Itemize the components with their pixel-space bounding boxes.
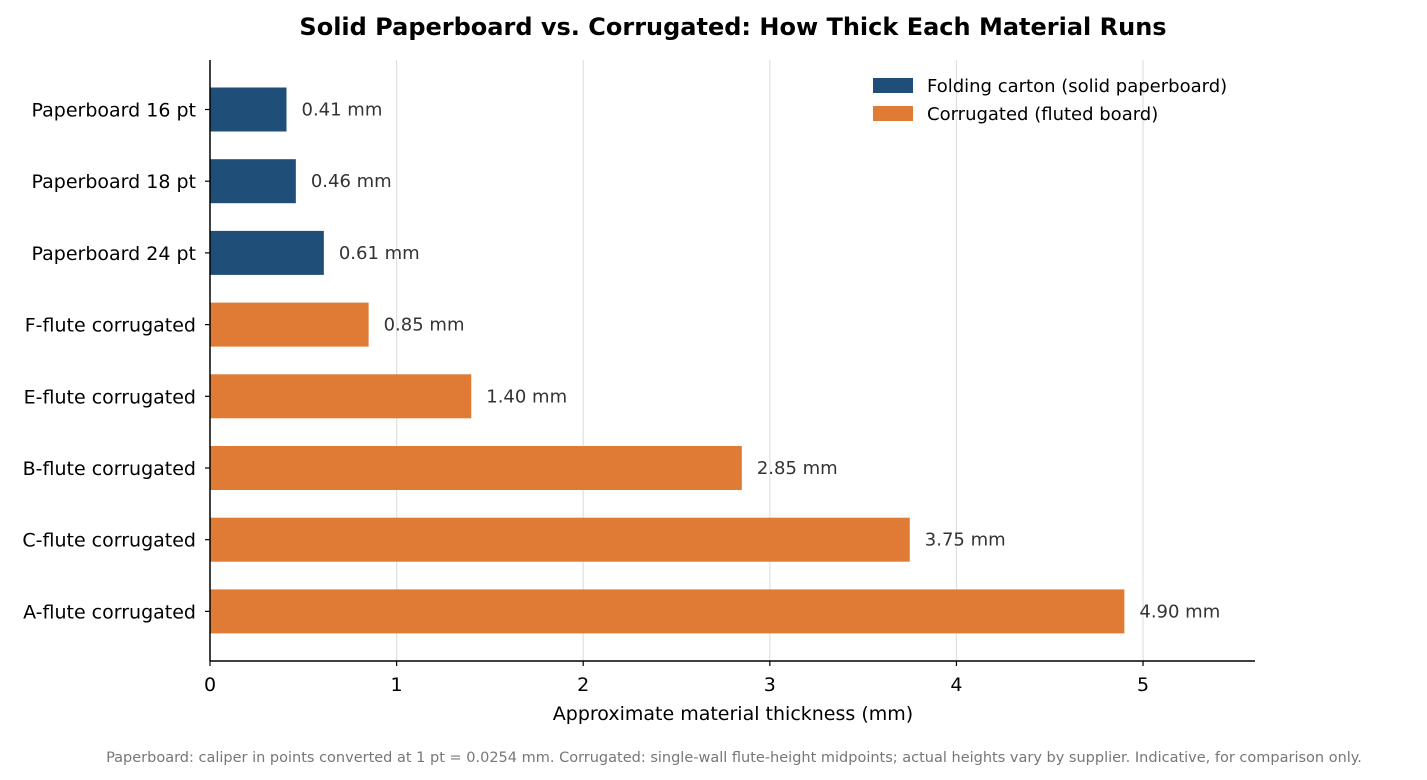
legend-label-corrugated: Corrugated (fluted board): [927, 104, 1158, 125]
bar-7: [210, 589, 1125, 634]
value-label-5: 2.85 mm: [757, 458, 838, 479]
x-tick-labels: 0 1 2 3 4 5: [204, 661, 1149, 696]
chart-title: Solid Paperboard vs. Corrugated: How Thi…: [299, 13, 1166, 41]
bar-1: [210, 159, 296, 204]
bar-5: [210, 446, 742, 490]
y-tick-label-0: Paperboard 16 pt: [32, 100, 196, 122]
x-tick-label-5: 5: [1137, 674, 1149, 696]
bar-2: [210, 230, 324, 275]
legend-label-paperboard: Folding carton (solid paperboard): [927, 76, 1227, 97]
y-tick-label-4: E-flute corrugated: [24, 386, 196, 408]
legend-swatch-corrugated: [873, 106, 913, 121]
x-axis-title: Approximate material thickness (mm): [553, 703, 913, 725]
y-tick-label-6: C-flute corrugated: [22, 530, 196, 552]
bar-3: [210, 302, 369, 347]
value-label-3: 0.85 mm: [384, 315, 465, 336]
y-tick-label-3: F-flute corrugated: [25, 315, 196, 337]
y-tick-label-2: Paperboard 24 pt: [32, 243, 196, 265]
axes: [209, 60, 1255, 662]
y-tick-label-7: A-flute corrugated: [23, 601, 196, 623]
y-tick-label-5: B-flute corrugated: [23, 458, 196, 480]
bar-4: [210, 374, 472, 419]
footnote: Paperboard: caliper in points converted …: [106, 750, 1362, 766]
x-tick-label-1: 1: [391, 674, 403, 696]
legend-swatch-paperboard: [873, 78, 913, 93]
value-label-0: 0.41 mm: [302, 100, 383, 121]
value-label-7: 4.90 mm: [1139, 601, 1220, 622]
value-label-6: 3.75 mm: [925, 530, 1006, 551]
gridlines: [396, 60, 1144, 661]
x-tick-label-0: 0: [204, 674, 216, 696]
y-tick-label-1: Paperboard 18 pt: [32, 171, 196, 193]
value-label-4: 1.40 mm: [486, 386, 567, 407]
y-tick-labels: Paperboard 16 pt Paperboard 18 pt Paperboa…: [22, 100, 210, 623]
bar-6: [210, 517, 910, 562]
x-tick-label-2: 2: [577, 674, 589, 696]
bar-0: [210, 87, 287, 132]
legend: Folding carton (solid paperboard) Corruga…: [873, 76, 1227, 125]
value-label-2: 0.61 mm: [339, 243, 420, 264]
x-tick-label-4: 4: [950, 674, 962, 696]
value-label-1: 0.46 mm: [311, 171, 392, 192]
bars: 0.41 mm 0.46 mm 0.61 mm 0.85 mm 1.40 mm 2.85 …: [210, 87, 1220, 634]
x-tick-label-3: 3: [764, 674, 776, 696]
